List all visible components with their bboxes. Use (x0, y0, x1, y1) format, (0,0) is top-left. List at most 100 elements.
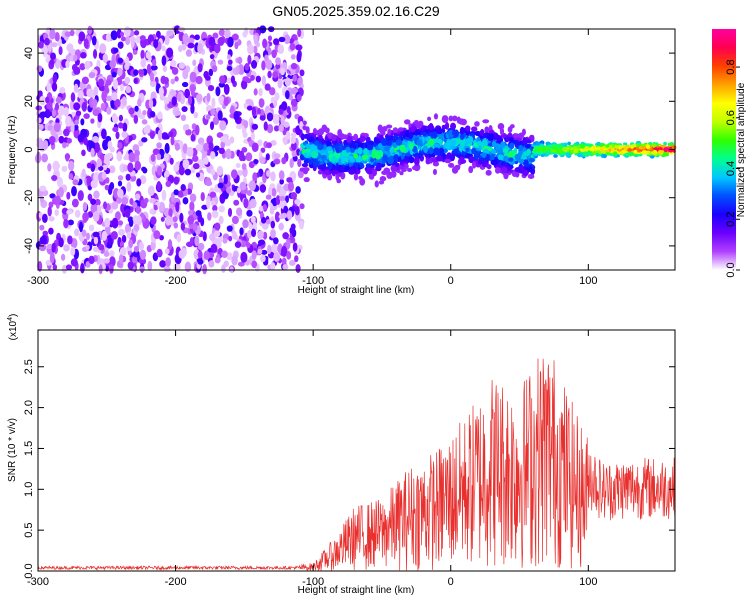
spectrogram-cell (197, 43, 203, 54)
spectrogram-cell (218, 215, 224, 225)
spectrogram-cell (245, 241, 251, 249)
spectrogram-cell (94, 198, 101, 207)
spectrogram-cell (248, 180, 256, 191)
spectrogram-cell (299, 203, 305, 210)
spectrogram-cell (448, 115, 454, 122)
spectrogram-cell (251, 142, 259, 152)
spectrogram-cell (312, 128, 318, 135)
spectrogram-cell (80, 263, 85, 274)
spectrogram-cell (207, 84, 215, 92)
spectrogram-cell (67, 235, 73, 245)
spectrogram-cell (290, 135, 296, 145)
spectrogram-cell (322, 144, 327, 151)
spectrogram-cell (288, 259, 296, 267)
snr-x-tick-label: -100 (302, 576, 324, 588)
spectrogram-cell (119, 83, 125, 92)
spectrogram-cell (230, 169, 238, 179)
spectrogram-cell (428, 123, 434, 131)
spectrogram-cell (139, 35, 146, 41)
spectrogram-cell (131, 201, 138, 210)
spectrogram-cell (279, 195, 286, 202)
spectrogram-cell (250, 216, 256, 224)
spectrogram-cell (295, 44, 303, 51)
spectrogram-cell (265, 219, 271, 225)
spectrogram-cell (149, 79, 157, 88)
spectrogram-cell (211, 200, 216, 207)
spectrogram-cell (589, 146, 595, 152)
spectrogram-cell (106, 106, 112, 115)
spectrogram-cell (424, 153, 429, 158)
spectrogram-cell (260, 147, 266, 153)
spectrogram-cell (331, 155, 337, 164)
spectrogram-cell (57, 186, 64, 198)
spectrogram-cell (207, 212, 212, 221)
spectrogram-cell (46, 244, 53, 250)
spectrogram-cell (257, 239, 265, 246)
spectrogram-cell (458, 118, 465, 125)
spectrogram-cell (507, 126, 513, 133)
spectrogram-cell (471, 126, 478, 132)
spectrogram-cell (451, 130, 459, 136)
spectrogram-cell (239, 181, 247, 191)
spectrogram-cell (90, 198, 97, 205)
colorbar-label: Normalized spectral amplitude (736, 82, 747, 217)
spectrogram-cell (268, 186, 273, 198)
spectrogram-cell (195, 172, 201, 178)
spectrogram-cell (239, 227, 244, 236)
spectrogram-cell (261, 60, 266, 71)
spectrogram-cell (245, 152, 253, 162)
spectrogram-cell (287, 73, 295, 80)
spectrogram-cell (170, 90, 177, 97)
spectrogram-cell (251, 123, 259, 130)
spectrogram-cell (152, 148, 160, 156)
spectrogram-cell (348, 169, 355, 175)
spectrogram-cell (213, 145, 220, 151)
spectrogram-cell (45, 96, 50, 104)
spectrogram-cell (114, 98, 121, 108)
spectrogram-cell (251, 250, 257, 260)
spectrogram-cell (240, 79, 248, 90)
snr-y-tick-label: 2.5 (23, 359, 35, 374)
spectrogram-cell (605, 144, 610, 148)
spectrogram-cell (281, 257, 287, 265)
snr-scale-factor: (x104) (7, 314, 19, 341)
spectrogram-cell (417, 152, 423, 157)
spectrogram-cell (231, 33, 239, 41)
spectrogram-cell (563, 142, 568, 147)
spectrogram-cell (384, 145, 391, 152)
spectrogram-cell (116, 197, 123, 204)
snr-x-axis-label: Height of straight line (km) (298, 585, 415, 596)
spectrogram-cell (190, 103, 195, 114)
spectrogram-cell (295, 186, 301, 194)
spectrogram-cell (513, 133, 519, 138)
spectrogram-cell (149, 111, 156, 118)
spectrogram-cell (236, 187, 241, 194)
spectrogram-cell (379, 176, 387, 182)
spectrogram-cell (317, 169, 323, 175)
spectrogram-cell (324, 127, 330, 134)
spectrogram-cell (158, 86, 164, 97)
spectrogram-cell (150, 153, 156, 162)
spectrogram-cell (491, 149, 497, 155)
spectrogram-cell (528, 165, 533, 173)
spectrogram-cell (46, 101, 53, 110)
spectrogram-cell (124, 76, 131, 85)
spectrogram-cell (43, 139, 49, 150)
spectrogram-cell (65, 115, 72, 127)
spectrogram-cell (266, 170, 271, 177)
spectrogram-cell (54, 209, 60, 216)
spectrogram-cell (388, 147, 395, 153)
spectrogram-cell (166, 30, 174, 37)
spectrogram-cell (142, 110, 147, 116)
spectrogram-cell (131, 255, 139, 265)
spectrogram-cell (84, 60, 91, 70)
spectrogram-cell (57, 105, 65, 116)
spectrogram-cell (210, 151, 216, 160)
spectrogram-cell (262, 38, 268, 49)
spectrogram-cell (234, 241, 242, 248)
spectrogram-cell (190, 85, 195, 97)
spectrogram-cell (297, 77, 303, 86)
spectrogram-cell (124, 26, 131, 37)
spectrogram-cell (411, 165, 418, 171)
spectrogram-cell (374, 137, 380, 144)
